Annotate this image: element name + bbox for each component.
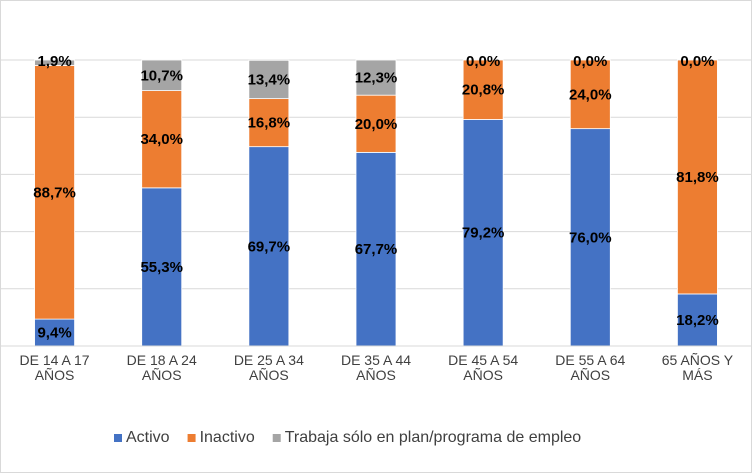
x-axis: DE 14 A 17 AÑOS DE 18 A 24 AÑOS DE 25 A 34 AÑ… xyxy=(1,345,751,383)
data-label: 67,7% xyxy=(355,241,398,258)
bar-segment-activo xyxy=(569,128,611,347)
data-label: 0,0% xyxy=(466,53,500,70)
data-labels: 9,4% 88,7% 1,9% 55,3% 34,0% 10,7% 69,7% 16,8% 13… xyxy=(33,53,718,342)
bar-segment-activo xyxy=(677,293,718,347)
bar-segment-inactivo xyxy=(677,59,718,295)
category-label: DE 14 A 17 AÑOS xyxy=(20,352,90,383)
bar-segment-inactivo xyxy=(462,59,504,120)
bar-segment-trabaja xyxy=(248,59,290,100)
bars xyxy=(34,59,718,347)
legend-label: Trabaja sólo en plan/programa de empleo xyxy=(285,429,582,446)
category-label: DE 55 A 64 AÑOS xyxy=(555,352,625,383)
legend: Activo Inactivo Trabaja sólo en plan/progr… xyxy=(114,429,581,446)
legend-label: Activo xyxy=(126,429,170,446)
data-label: 81,8% xyxy=(676,169,719,186)
category-label: DE 45 A 54 AÑOS xyxy=(448,352,518,383)
data-label: 12,3% xyxy=(355,70,398,87)
data-label: 88,7% xyxy=(33,184,76,201)
legend-swatch xyxy=(187,434,196,442)
legend-swatch xyxy=(114,434,122,442)
bar-segment-trabaja xyxy=(34,59,75,66)
bar-segment-trabaja xyxy=(355,59,397,96)
bar-segment-inactivo xyxy=(569,59,611,130)
data-label: 79,2% xyxy=(462,225,505,242)
data-label: 20,8% xyxy=(462,82,505,99)
bar-segment-activo xyxy=(462,119,504,347)
data-label: 76,0% xyxy=(569,229,612,246)
data-label: 69,7% xyxy=(248,238,291,255)
data-label: 16,8% xyxy=(248,115,291,132)
data-label: 0,0% xyxy=(680,53,714,70)
data-label: 55,3% xyxy=(140,259,183,276)
bar-segment-activo xyxy=(34,318,75,347)
category-label: 65 AÑOS Y MÁS xyxy=(662,352,734,383)
bar-segment-trabaja xyxy=(141,59,183,92)
data-label: 13,4% xyxy=(248,71,291,88)
bar-segment-activo xyxy=(248,146,290,347)
category-label: DE 18 A 24 AÑOS xyxy=(127,352,197,383)
bar-segment-activo xyxy=(141,187,183,347)
data-label: 9,4% xyxy=(37,325,71,342)
bar-segment-inactivo xyxy=(141,90,183,189)
category-label: DE 25 A 34 AÑOS xyxy=(234,352,304,383)
legend-swatch xyxy=(272,434,281,442)
bar-segment-inactivo xyxy=(34,65,75,320)
data-label: 24,0% xyxy=(569,86,612,103)
data-label: 1,9% xyxy=(37,53,71,70)
data-label: 18,2% xyxy=(676,312,719,329)
legend-label: Inactivo xyxy=(200,429,255,446)
data-label: 20,0% xyxy=(355,116,398,133)
category-label: DE 35 A 44 AÑOS xyxy=(341,352,411,383)
bar-segment-inactivo xyxy=(355,94,397,153)
data-label: 0,0% xyxy=(573,53,607,70)
bar-segment-activo xyxy=(355,151,397,347)
data-label: 34,0% xyxy=(140,131,183,148)
data-label: 10,7% xyxy=(140,67,183,84)
